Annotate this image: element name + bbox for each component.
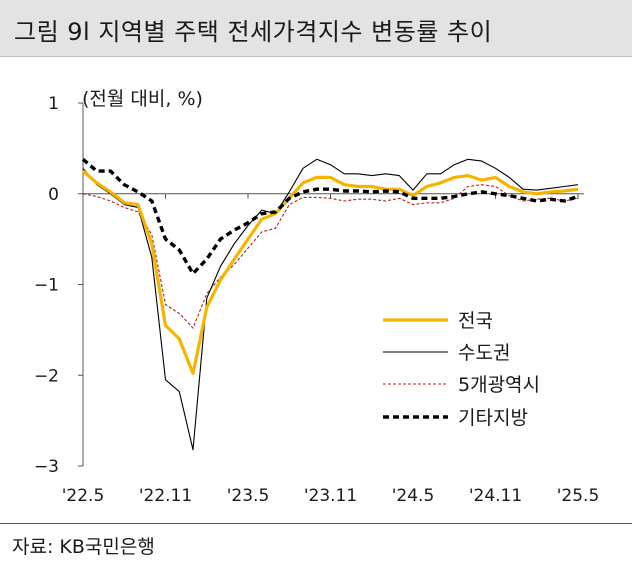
legend-label-2: 5개광역시 — [458, 374, 540, 396]
series-line-2 — [82, 184, 579, 329]
x-tick-label: '25.5 — [557, 486, 600, 506]
y-tick-label: 1 — [48, 94, 59, 114]
x-tick-label: '22.5 — [62, 486, 105, 506]
legend-label-1: 수도권 — [458, 342, 510, 364]
series-line-1 — [82, 158, 579, 451]
unit-label: (전월 대비, %) — [82, 88, 203, 110]
chart-axes: 1 0 −1 −2 −3'22.5 '22.11 '23.5 '23.11 '24.5 '24.1… — [34, 94, 599, 506]
series-layer — [81, 158, 579, 451]
y-tick-label: 0 — [48, 185, 59, 205]
source-bar: 자료: KB국민은행 — [0, 523, 632, 571]
legend-label-3: 기타지방 — [458, 407, 528, 429]
source-note: 자료: KB국민은행 — [12, 536, 155, 558]
chart-area: 1 0 −1 −2 −3'22.5 '22.11 '23.5 '23.11 '24.5 '24.1… — [0, 56, 632, 520]
series-line-3 — [81, 158, 579, 276]
y-tick-label: −3 — [34, 457, 59, 477]
x-tick-label: '24.11 — [469, 486, 522, 506]
series-line-0 — [81, 169, 579, 375]
x-tick-label: '23.5 — [227, 486, 270, 506]
legend-label-0: 전국 — [458, 310, 493, 332]
line-chart: 1 0 −1 −2 −3'22.5 '22.11 '23.5 '23.11 '24.5 '24.1… — [34, 88, 599, 506]
y-tick-label: −1 — [34, 276, 59, 296]
title-bar: 그림 9l 지역별 주택 전세가격지수 변동률 추이 — [0, 0, 632, 57]
figure-title: 그림 9l 지역별 주택 전세가격지수 변동률 추이 — [14, 18, 493, 46]
y-tick-label: −2 — [34, 366, 59, 386]
x-tick-label: '24.5 — [392, 486, 435, 506]
x-tick-label: '22.11 — [139, 486, 192, 506]
x-tick-label: '23.11 — [304, 486, 357, 506]
